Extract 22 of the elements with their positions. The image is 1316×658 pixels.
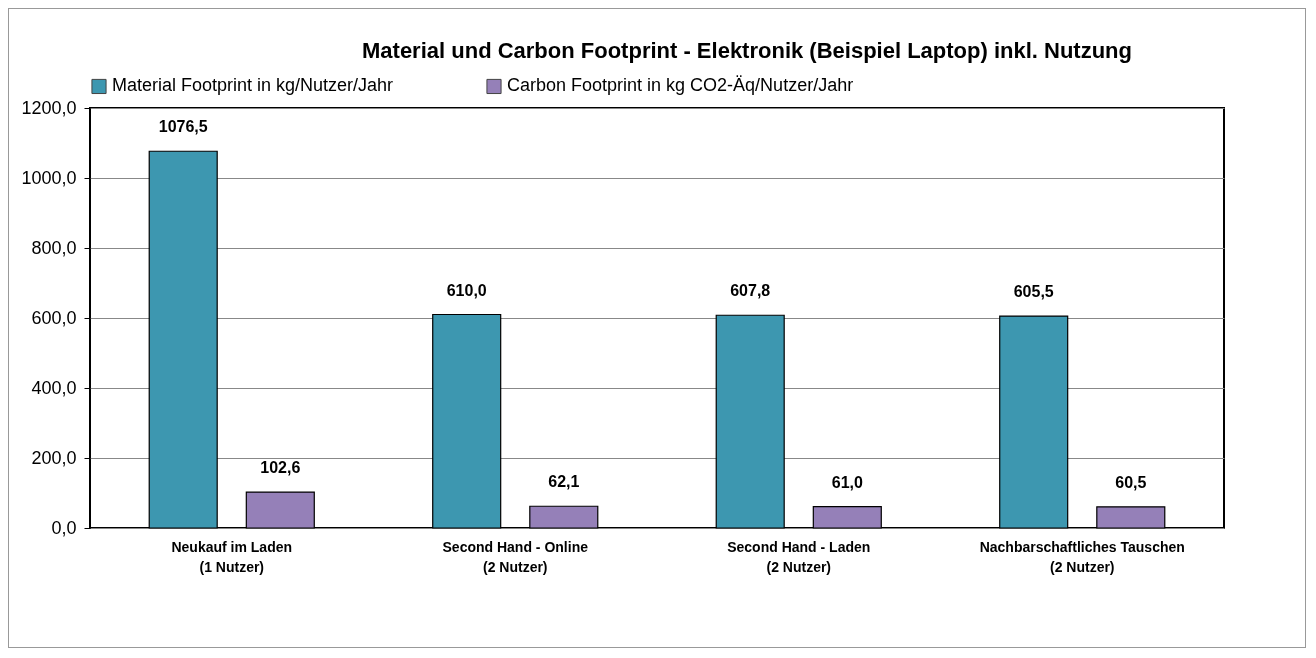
chart-title: Material und Carbon Footprint - Elektronik (Beispiel Laptop) inkl. Nutzung xyxy=(362,38,1132,63)
data-label: 60,5 xyxy=(1115,473,1147,491)
legend-label: Carbon Footprint in kg CO2-Äq/Nutzer/Jahr xyxy=(507,75,854,96)
data-label: 610,0 xyxy=(446,281,487,299)
data-label: 607,8 xyxy=(730,282,771,300)
x-tick-label: Second Hand - Laden (2 Nutzer) xyxy=(727,538,871,575)
data-label: 61,0 xyxy=(831,473,863,491)
y-tick-label: 0,0 xyxy=(51,517,77,538)
data-label: 605,5 xyxy=(1013,283,1054,301)
y-tick-label: 400,0 xyxy=(31,377,77,398)
y-tick-label: 1000,0 xyxy=(21,167,77,188)
data-label: 1076,5 xyxy=(158,118,208,136)
legend-label: Material Footprint in kg/Nutzer/Jahr xyxy=(112,75,394,96)
x-tick-label: Nachbarschaftliches Tauschen (2 Nutzer) xyxy=(979,538,1185,575)
data-label: 62,1 xyxy=(548,473,580,491)
y-tick-label: 1200,0 xyxy=(21,97,77,118)
y-tick-label: 200,0 xyxy=(31,447,77,468)
x-tick-label: Second Hand - Online (2 Nutzer) xyxy=(442,538,589,575)
x-tick-label: Neukauf im Laden (1 Nutzer) xyxy=(171,538,293,575)
y-tick-label: 800,0 xyxy=(31,237,77,258)
data-label: 102,6 xyxy=(260,459,301,477)
y-tick-label: 600,0 xyxy=(31,307,77,328)
